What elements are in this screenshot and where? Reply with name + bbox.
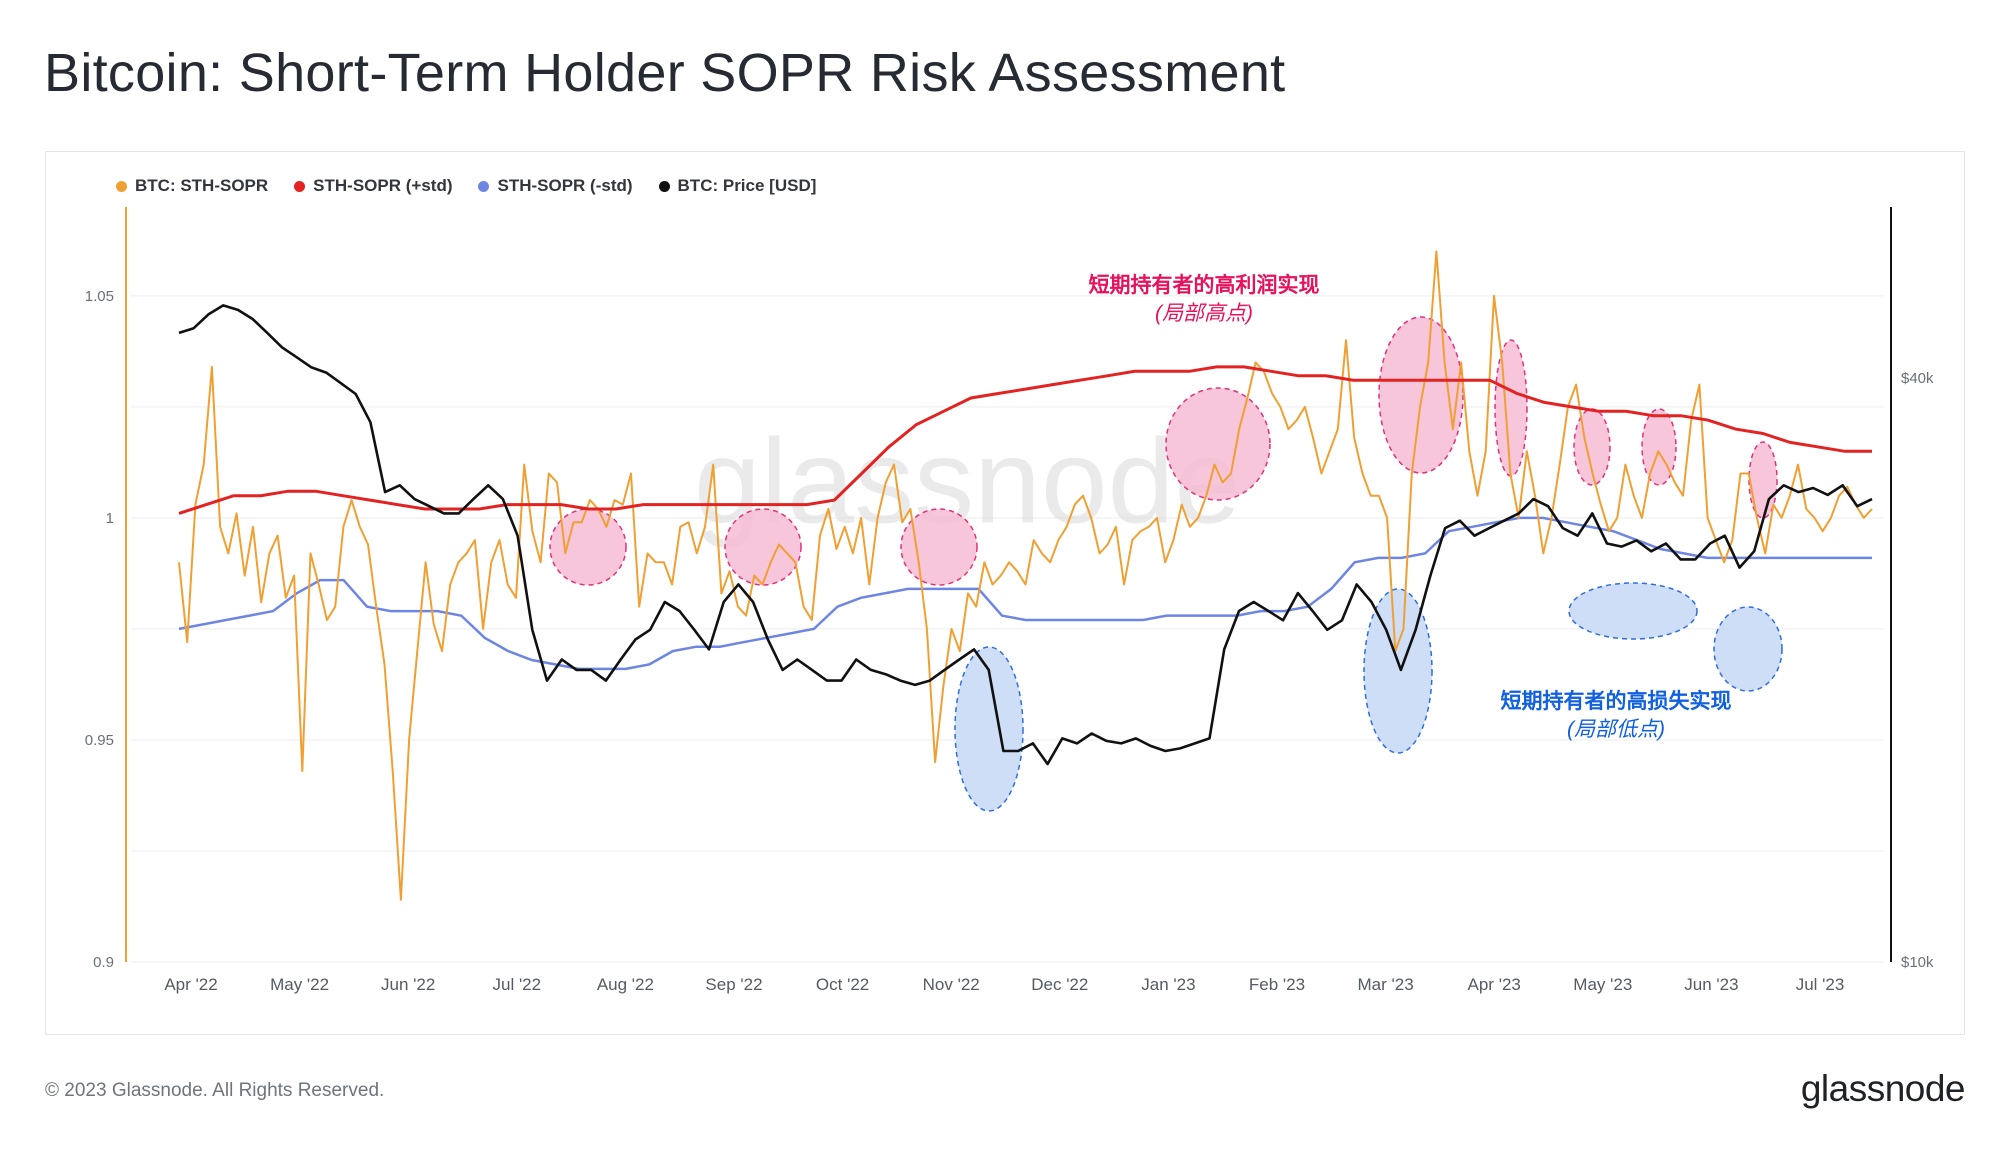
local-low-marker xyxy=(954,646,1024,812)
glassnode-logo: glassnode xyxy=(1800,1068,1966,1109)
x-tick-label: Sep '22 xyxy=(705,975,762,994)
x-tick-label: Jun '23 xyxy=(1684,975,1738,994)
annotation-low-title: 短期持有者的高损失实现 xyxy=(1501,689,1732,713)
x-tick-label: Mar '23 xyxy=(1358,975,1414,994)
x-tick-label: Jun '22 xyxy=(381,975,435,994)
annotation-low-subtitle: (局部低点) xyxy=(1567,718,1665,741)
x-tick-label: May '23 xyxy=(1573,975,1632,994)
local-high-marker xyxy=(549,508,627,586)
annotation-high-title: 短期持有者的高利润实现 xyxy=(1089,273,1320,297)
legend-dot-icon xyxy=(116,180,127,192)
x-tick-label: Jul '23 xyxy=(1796,975,1845,994)
legend-item-minus-std[interactable]: STH-SOPR (-std) xyxy=(478,176,633,196)
y-tick-label: 0.95 xyxy=(85,732,114,749)
legend-label: STH-SOPR (-std) xyxy=(497,176,633,195)
legend-dot-icon xyxy=(658,180,670,192)
legend-label: BTC: Price [USD] xyxy=(677,176,817,195)
local-low-marker xyxy=(1363,588,1433,754)
x-tick-label: Apr '23 xyxy=(1468,975,1521,994)
x-tick-label: May '22 xyxy=(270,975,329,994)
x-tick-label: Oct '22 xyxy=(816,975,869,994)
x-tick-label: Apr '22 xyxy=(164,975,217,994)
y-right-tick-label: $10k xyxy=(1901,954,1934,971)
local-low-marker xyxy=(1568,582,1698,640)
y-tick-label: 1 xyxy=(106,510,114,527)
local-low-marker xyxy=(1713,606,1783,692)
x-tick-label: Jan '23 xyxy=(1141,975,1195,994)
legend-dot-icon xyxy=(294,180,306,192)
series-line-btc-price[interactable] xyxy=(178,304,1873,766)
local-high-marker xyxy=(1378,316,1464,474)
legend-label: STH-SOPR (+std) xyxy=(313,176,453,195)
local-high-marker xyxy=(724,508,802,586)
legend-dot-icon xyxy=(478,180,490,192)
series-line-sth-sopr-minus-std[interactable] xyxy=(178,516,1872,671)
legend-item-plus-std[interactable]: STH-SOPR (+std) xyxy=(294,176,452,196)
series-line-sth-sopr-plus-std[interactable] xyxy=(178,365,1872,515)
footer-copyright: © 2023 Glassnode. All Rights Reserved. xyxy=(45,1080,385,1101)
x-tick-label: Dec '22 xyxy=(1031,975,1088,994)
annotation-high-subtitle: (局部高点) xyxy=(1155,302,1253,325)
x-tick-label: Jul '22 xyxy=(492,975,541,994)
legend-item-price[interactable]: BTC: Price [USD] xyxy=(658,176,817,196)
y-right-tick-label: $40k xyxy=(1901,370,1934,387)
page-title: Bitcoin: Short-Term Holder SOPR Risk Ass… xyxy=(44,43,1286,103)
x-tick-label: Feb '23 xyxy=(1249,975,1305,994)
legend-label: BTC: STH-SOPR xyxy=(135,176,269,195)
chart-legend: BTC: STH-SOPR STH-SOPR (+std) STH-SOPR (… xyxy=(116,176,816,196)
x-tick-label: Aug '22 xyxy=(597,975,654,994)
x-tick-label: Nov '22 xyxy=(923,975,980,994)
chart-card: BTC: STH-SOPR STH-SOPR (+std) STH-SOPR (… xyxy=(45,151,1965,1035)
y-tick-label: 1.05 xyxy=(85,288,114,305)
series-line-sth-sopr[interactable] xyxy=(178,250,1873,901)
y-tick-label: 0.9 xyxy=(93,954,114,971)
local-high-marker xyxy=(1494,339,1528,477)
legend-item-sth-sopr[interactable]: BTC: STH-SOPR xyxy=(116,176,268,196)
local-high-marker xyxy=(1165,387,1271,501)
